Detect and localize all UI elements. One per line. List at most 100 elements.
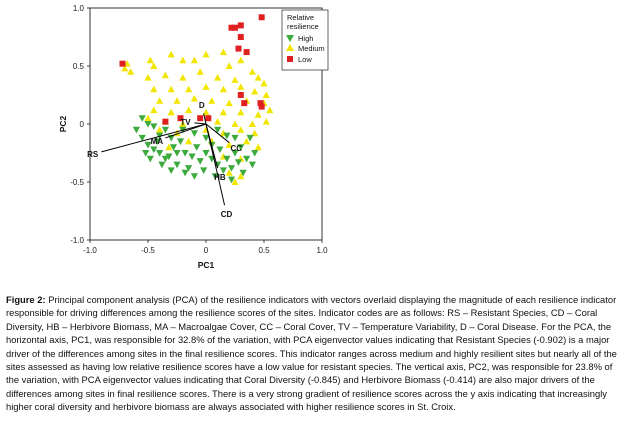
vector-label-d: D [199,101,205,110]
point-low [162,118,169,125]
point-high [216,146,224,154]
point-high [150,146,158,154]
legend-medium-label: Medium [298,44,325,53]
point-high [181,169,189,177]
point-low [232,24,238,31]
point-high [144,141,152,149]
point-medium [231,178,239,185]
point-medium [179,120,187,127]
point-medium [173,97,181,104]
vector-label-tv: TV [180,118,191,127]
point-medium [190,56,198,64]
point-high [161,126,169,134]
point-low [258,14,265,21]
point-medium [121,64,129,72]
point-medium [185,85,193,93]
y-tick-label: -0.5 [70,178,84,187]
point-low [257,100,264,107]
point-medium [167,108,175,116]
point-medium [190,94,198,102]
point-high [193,144,201,151]
point-high [251,150,259,157]
legend-title-line1: Relative [287,13,314,22]
point-medium [219,108,227,116]
point-medium [127,68,135,75]
point-high [246,134,254,142]
point-high [231,150,239,157]
point-high [196,158,204,165]
point-medium [262,118,270,125]
x-tick-label: 0 [204,246,209,255]
point-high [214,161,222,169]
point-medium [146,56,154,64]
legend-low-marker [287,56,293,62]
x-axis-title: PC1 [198,260,215,270]
point-high [185,165,193,172]
point-high [156,150,164,157]
point-low [205,115,212,122]
vector-cc [205,123,230,143]
point-medium [248,68,256,75]
legend-low-label: Low [298,55,312,64]
point-medium [243,137,251,145]
point-low [241,100,248,107]
point-high [161,155,169,163]
point-medium [185,137,193,145]
point-high [202,150,210,157]
x-tick-label: 1.0 [316,246,328,255]
point-low [237,92,244,98]
x-tick-label: -1.0 [83,246,97,255]
vector-tv [194,122,207,125]
point-medium [225,62,233,69]
vector-rs [101,123,207,153]
point-medium [260,79,268,87]
point-high [173,150,181,157]
point-medium [144,74,152,81]
point-medium [196,68,204,75]
point-high [248,161,256,169]
vector-label-hb: HB [214,173,226,182]
point-high [243,155,251,163]
point-high [173,161,181,169]
point-medium [262,91,270,98]
point-high [234,159,243,166]
legend: Relative resilience High Medium Low [281,9,329,71]
vector-label-rs: RS [87,150,99,159]
point-high [158,161,166,169]
legend-high-marker [286,35,294,42]
pca-scatter-chart: -1.0 -0.5 0 0.5 1.0 -1.0 -0.5 0 0.5 1.0 RS MA TV D C… [58,4,329,270]
point-high [211,173,219,180]
point-high [227,165,236,172]
point-low [258,103,265,110]
point-medium [231,120,239,127]
point-medium [150,106,158,114]
x-tick-label: 0.5 [258,246,270,255]
figure-caption: Figure 2: Principal component analysis (… [6,293,618,414]
x-axis: -1.0 -0.5 0 0.5 1.0 [83,240,328,255]
point-medium [237,126,245,133]
point-medium [165,143,173,151]
point-medium [179,56,187,64]
point-medium [237,83,245,90]
point-low [228,24,235,31]
vector-cd [205,123,226,206]
point-medium [231,76,239,83]
point-high [144,121,152,128]
point-low [177,115,184,122]
point-medium [167,50,175,58]
point-low [197,115,204,122]
point-low [237,22,244,29]
point-high [188,153,196,161]
point-medium [161,71,169,79]
point-medium [214,74,222,81]
point-medium [202,50,210,58]
y-axis-title: PC2 [58,115,68,132]
point-medium [254,74,262,81]
point-high [200,167,208,174]
y-tick-label: 0.5 [73,62,85,71]
vector-label-ma: MA [151,137,164,146]
point-high [142,150,150,157]
point-high [202,134,210,142]
point-medium [179,74,187,81]
point-medium [237,56,245,64]
